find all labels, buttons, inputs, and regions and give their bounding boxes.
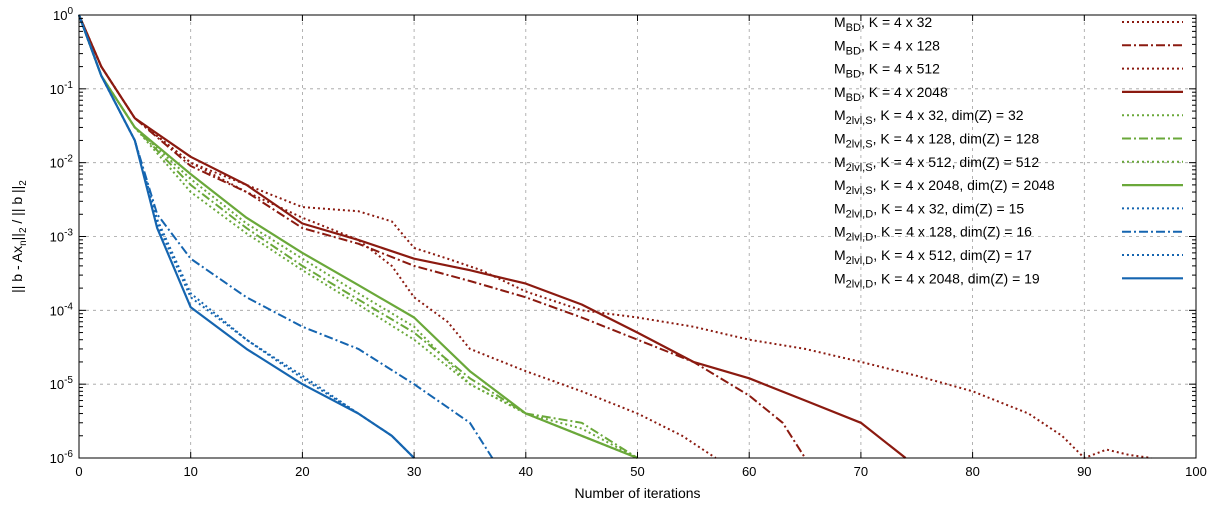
legend-label-12: M2lvl,D, K = 4 x 2048, dim(Z) = 19 [834, 270, 1040, 290]
y-tick-label: 10-4 [50, 301, 74, 318]
legend-label-8: M2lvl,S, K = 4 x 2048, dim(Z) = 2048 [834, 177, 1055, 197]
y-tick-label: 10-1 [50, 80, 74, 97]
legend-label-5: M2lvl,S, K = 4 x 32, dim(Z) = 32 [834, 107, 1024, 127]
axes: 0 10 20 30 40 50 60 70 80 90 100 100 10-1 10-2 10-3 10-… [50, 6, 1207, 479]
series-line-7 [78, 14, 638, 459]
x-tick-label: 50 [630, 464, 644, 479]
y-tick-label: 10-6 [50, 449, 74, 466]
legend-label-10: M2lvl,D, K = 4 x 128, dim(Z) = 16 [834, 224, 1032, 244]
series-layer [77, 14, 1152, 460]
series-line-2 [78, 14, 806, 459]
series-line-5 [78, 14, 638, 459]
series-line-1 [78, 14, 717, 459]
legend-label-9: M2lvl,D, K = 4 x 32, dim(Z) = 15 [834, 200, 1024, 220]
x-tick-label: 90 [1077, 464, 1091, 479]
legend-label-2: MBD, K = 4 x 128 [834, 37, 940, 57]
y-tick-label: 100 [53, 6, 73, 23]
x-tick-label: 40 [519, 464, 533, 479]
x-tick-label: 10 [183, 464, 197, 479]
x-tick-label: 80 [965, 464, 979, 479]
y-tick-label: 10-5 [50, 375, 74, 392]
series-line-6 [78, 14, 639, 459]
y-tick-label: 10-3 [50, 228, 74, 245]
legend-label-4: MBD, K = 4 x 2048 [834, 84, 948, 104]
series-line-8 [77, 14, 638, 460]
series-line-10 [78, 14, 494, 459]
x-axis-title: Number of iterations [574, 485, 700, 501]
legend-label-3: MBD, K = 4 x 512 [834, 61, 940, 81]
x-tick-label: 0 [75, 464, 82, 479]
legend-label-6: M2lvl,S, K = 4 x 128, dim(Z) = 128 [834, 131, 1039, 151]
x-tick-label: 70 [854, 464, 868, 479]
legend-label-1: MBD, K = 4 x 32 [834, 14, 932, 34]
y-axis-title: || b - Axn||2 / || b ||2 [9, 180, 29, 293]
y-tick-label: 10-2 [50, 154, 74, 171]
x-tick-label: 20 [295, 464, 309, 479]
series-line-4 [77, 14, 907, 459]
x-tick-label: 100 [1185, 464, 1207, 479]
x-tick-label: 30 [407, 464, 421, 479]
legend-label-11: M2lvl,D, K = 4 x 512, dim(Z) = 17 [834, 247, 1032, 267]
legend-label-7: M2lvl,S, K = 4 x 512, dim(Z) = 512 [834, 154, 1039, 174]
series-line-12 [77, 14, 415, 459]
x-tick-label: 60 [742, 464, 756, 479]
legend: MBD, K = 4 x 32 MBD, K = 4 x 128 MBD, K = … [834, 14, 1183, 290]
